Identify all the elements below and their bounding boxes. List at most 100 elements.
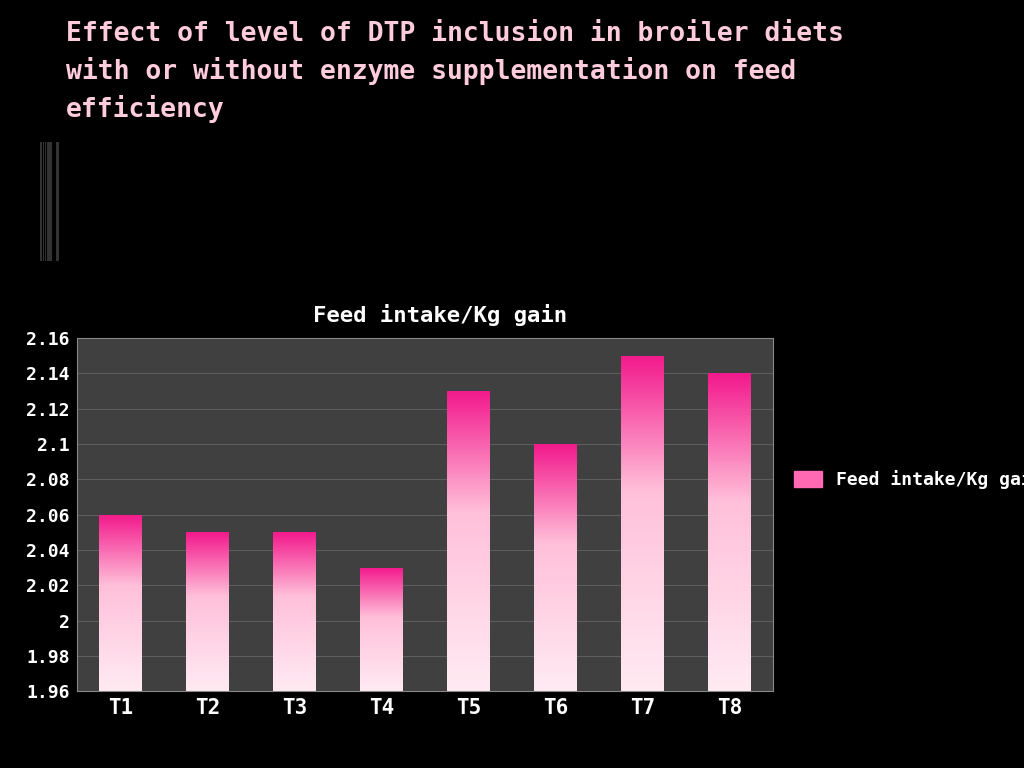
Bar (185, 564, 229, 565)
Bar (534, 631, 578, 632)
Bar (272, 597, 316, 598)
Bar (185, 636, 229, 637)
Bar (708, 641, 752, 642)
Bar (534, 538, 578, 539)
Bar (185, 549, 229, 550)
Bar (708, 379, 752, 381)
Bar (272, 625, 316, 626)
Bar (621, 690, 665, 691)
Bar (185, 678, 229, 679)
Bar (446, 471, 490, 472)
Bar (708, 661, 752, 663)
Bar (272, 649, 316, 650)
Bar (446, 611, 490, 613)
Bar (446, 478, 490, 479)
Bar (272, 655, 316, 656)
Bar (446, 501, 490, 502)
Bar (185, 535, 229, 536)
Bar (708, 403, 752, 405)
Bar (98, 566, 142, 567)
Bar (446, 458, 490, 460)
Bar (446, 688, 490, 690)
Bar (272, 684, 316, 685)
Bar (708, 532, 752, 534)
Bar (708, 561, 752, 562)
Bar (98, 607, 142, 608)
Bar (621, 508, 665, 510)
Bar (98, 677, 142, 678)
Bar (621, 521, 665, 524)
Bar (446, 594, 490, 595)
Bar (446, 441, 490, 442)
Bar (534, 594, 578, 596)
Bar (708, 690, 752, 691)
Bar (621, 470, 665, 472)
Bar (98, 631, 142, 632)
Bar (621, 577, 665, 579)
Bar (98, 687, 142, 689)
Bar (621, 377, 665, 379)
Bar (98, 638, 142, 639)
Bar (98, 605, 142, 607)
Bar (621, 435, 665, 436)
Bar (708, 516, 752, 518)
Bar (534, 503, 578, 505)
Bar (272, 670, 316, 671)
Bar (185, 686, 229, 687)
Bar (708, 464, 752, 465)
Bar (621, 614, 665, 616)
Bar (185, 548, 229, 549)
Bar (621, 394, 665, 396)
Bar (272, 545, 316, 546)
Bar (98, 540, 142, 541)
Bar (708, 413, 752, 415)
Bar (621, 366, 665, 367)
Bar (446, 488, 490, 490)
Bar (446, 672, 490, 674)
Bar (708, 462, 752, 464)
Bar (446, 551, 490, 553)
Bar (98, 652, 142, 654)
Bar (621, 684, 665, 686)
Bar (621, 534, 665, 535)
Bar (272, 616, 316, 617)
Bar (272, 570, 316, 571)
Bar (272, 535, 316, 536)
Bar (98, 568, 142, 569)
Bar (534, 492, 578, 493)
Bar (708, 478, 752, 480)
Bar (272, 650, 316, 651)
Bar (446, 646, 490, 647)
Bar (708, 667, 752, 669)
Bar (446, 430, 490, 432)
Bar (272, 581, 316, 582)
Bar (272, 533, 316, 534)
Bar (621, 473, 665, 475)
Bar (708, 564, 752, 565)
Bar (185, 649, 229, 650)
Bar (708, 604, 752, 605)
Bar (272, 612, 316, 613)
Bar (185, 621, 229, 622)
Bar (272, 683, 316, 684)
Bar (621, 651, 665, 653)
Bar (272, 688, 316, 689)
Bar (621, 381, 665, 382)
Bar (621, 656, 665, 657)
Bar (98, 536, 142, 537)
Bar (446, 512, 490, 514)
Bar (185, 677, 229, 678)
Bar (98, 519, 142, 520)
Bar (446, 396, 490, 397)
Bar (446, 451, 490, 452)
Bar (98, 665, 142, 666)
Bar (98, 667, 142, 668)
Bar (621, 667, 665, 670)
Bar (621, 565, 665, 567)
Bar (621, 670, 665, 671)
Bar (534, 541, 578, 543)
Bar (98, 591, 142, 592)
Bar (621, 382, 665, 384)
Bar (534, 450, 578, 452)
Bar (272, 632, 316, 633)
